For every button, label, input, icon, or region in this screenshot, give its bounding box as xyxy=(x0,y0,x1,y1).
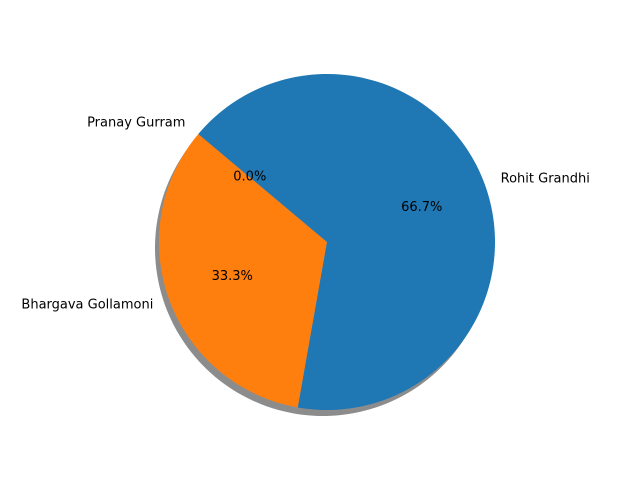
slice-label-rohit-grandhi: Rohit Grandhi xyxy=(501,171,590,186)
slice-bhargava-gollamoni xyxy=(159,134,327,408)
slice-label-bhargava-gollamoni: Bhargava Gollamoni xyxy=(21,298,153,313)
slice-label-pranay-gurram: Pranay Gurram xyxy=(87,116,185,131)
slice-pct-label-rohit-grandhi: 66.7% xyxy=(401,200,442,215)
pie-slices xyxy=(159,73,495,410)
slice-pct-label-bhargava-gollamoni: 33.3% xyxy=(212,269,253,284)
pie-labels: Pranay Gurram 0.0% Bhargava Gollamoni 33.3%… xyxy=(21,116,589,313)
slice-pct-label-pranay-gurram: 0.0% xyxy=(233,170,266,185)
slice-rohit-grandhi xyxy=(198,73,495,410)
